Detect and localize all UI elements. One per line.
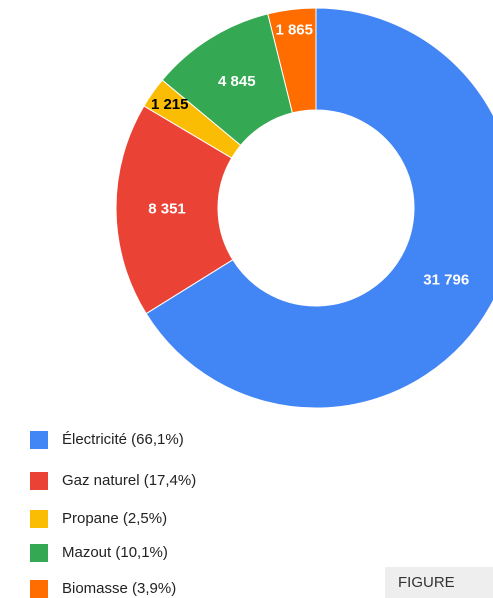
legend-swatch xyxy=(30,580,48,598)
legend-label: Électricité (66,1%) xyxy=(62,431,184,448)
legend-swatch xyxy=(30,544,48,562)
value-label: 8 351 xyxy=(148,201,186,218)
legend-label: Gaz naturel (17,4%) xyxy=(62,472,196,489)
slice xyxy=(115,105,234,315)
legend-swatch xyxy=(30,472,48,490)
value-label: 1 865 xyxy=(275,21,313,38)
legend-swatch xyxy=(30,431,48,449)
value-label: 4 845 xyxy=(218,73,256,90)
slice xyxy=(161,13,293,147)
legend-label: Biomasse (3,9%) xyxy=(62,580,176,597)
figure-label: FIGURE xyxy=(398,574,455,591)
legend-label: Mazout (10,1%) xyxy=(62,544,168,561)
value-label: 1 215 xyxy=(151,96,189,113)
legend-label: Propane (2,5%) xyxy=(62,510,167,527)
value-label: 31 796 xyxy=(423,271,469,288)
slice xyxy=(145,7,493,409)
legend-swatch xyxy=(30,510,48,528)
slice xyxy=(143,79,242,159)
figure-tab xyxy=(385,567,493,598)
